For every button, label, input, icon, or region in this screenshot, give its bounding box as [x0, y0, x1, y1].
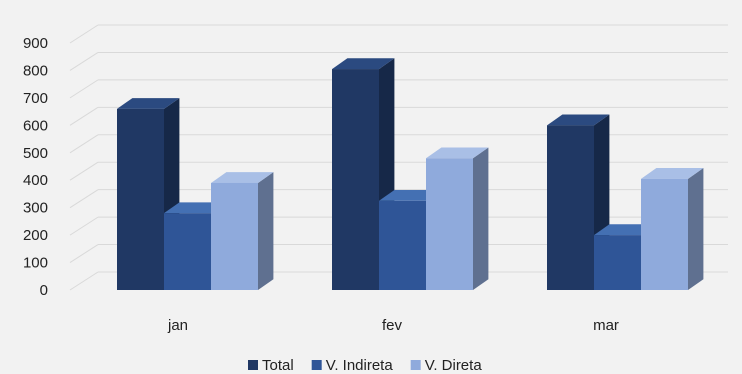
y-tick-label: 700 [23, 90, 48, 107]
gridline-diag [69, 106, 99, 126]
bar-v-direta-fev [426, 147, 489, 290]
bar-front [211, 182, 258, 290]
bar-front [164, 213, 211, 290]
gridline-diag [69, 134, 99, 154]
gridline-diag [69, 216, 99, 236]
gridline-diag [69, 79, 99, 99]
legend-swatch [248, 360, 258, 370]
bar-side [473, 147, 489, 290]
gridline-diag [69, 24, 99, 44]
bar-top [332, 58, 395, 70]
legend-item-v-direta: V. Direta [410, 357, 483, 374]
bar-top [641, 168, 704, 179]
bar-total-mar [547, 114, 610, 291]
bar-v-direta-jan [211, 172, 274, 290]
bar-front [379, 200, 426, 290]
bar-top [164, 202, 227, 214]
legend-item-total: Total [248, 357, 294, 374]
x-tick-label: mar [593, 317, 619, 334]
bar-top [379, 190, 442, 201]
gridline-diag [69, 52, 99, 71]
gridline-diag [69, 161, 99, 181]
bar-side [258, 172, 274, 290]
legend-label: V. Indireta [326, 357, 394, 374]
bars [117, 58, 704, 291]
bar-front [547, 125, 594, 290]
gridline-diag [69, 271, 99, 291]
y-tick-label: 800 [23, 62, 48, 79]
legend-label: Total [262, 357, 294, 374]
y-axis: 0 100 200 300 400 500 600 700 800 900 [23, 35, 48, 299]
bar-top [547, 114, 610, 126]
x-axis: jan fev mar [167, 317, 619, 334]
bar-front [641, 178, 688, 290]
y-tick-label: 600 [23, 117, 48, 134]
y-tick-label: 0 [40, 282, 48, 299]
legend: Total V. Indireta V. Direta [248, 357, 482, 374]
y-tick-label: 300 [23, 200, 48, 217]
legend-item-v-indireta: V. Indireta [311, 357, 394, 374]
gridline-diag [69, 244, 99, 263]
bar-front [426, 158, 473, 290]
x-tick-label: fev [382, 317, 403, 334]
legend-label: V. Direta [425, 357, 483, 374]
gridline-diag [69, 189, 99, 209]
bar-top [594, 224, 657, 236]
bar-top [117, 98, 180, 109]
y-tick-label: 500 [23, 145, 48, 162]
bar-front [117, 108, 164, 290]
bar-top [211, 172, 274, 183]
legend-swatch [410, 360, 421, 370]
y-tick-label: 900 [23, 35, 48, 52]
y-tick-label: 400 [23, 172, 48, 189]
bar-front [594, 235, 641, 290]
bar-front [332, 69, 379, 290]
bar-v-direta-mar [641, 168, 704, 290]
legend-swatch [311, 360, 322, 370]
y-tick-label: 200 [23, 227, 48, 244]
bar-side [688, 168, 704, 290]
bar-top [426, 147, 489, 159]
x-tick-label: jan [167, 317, 188, 334]
bar-total-fev [332, 58, 395, 291]
y-tick-label: 100 [23, 255, 48, 272]
